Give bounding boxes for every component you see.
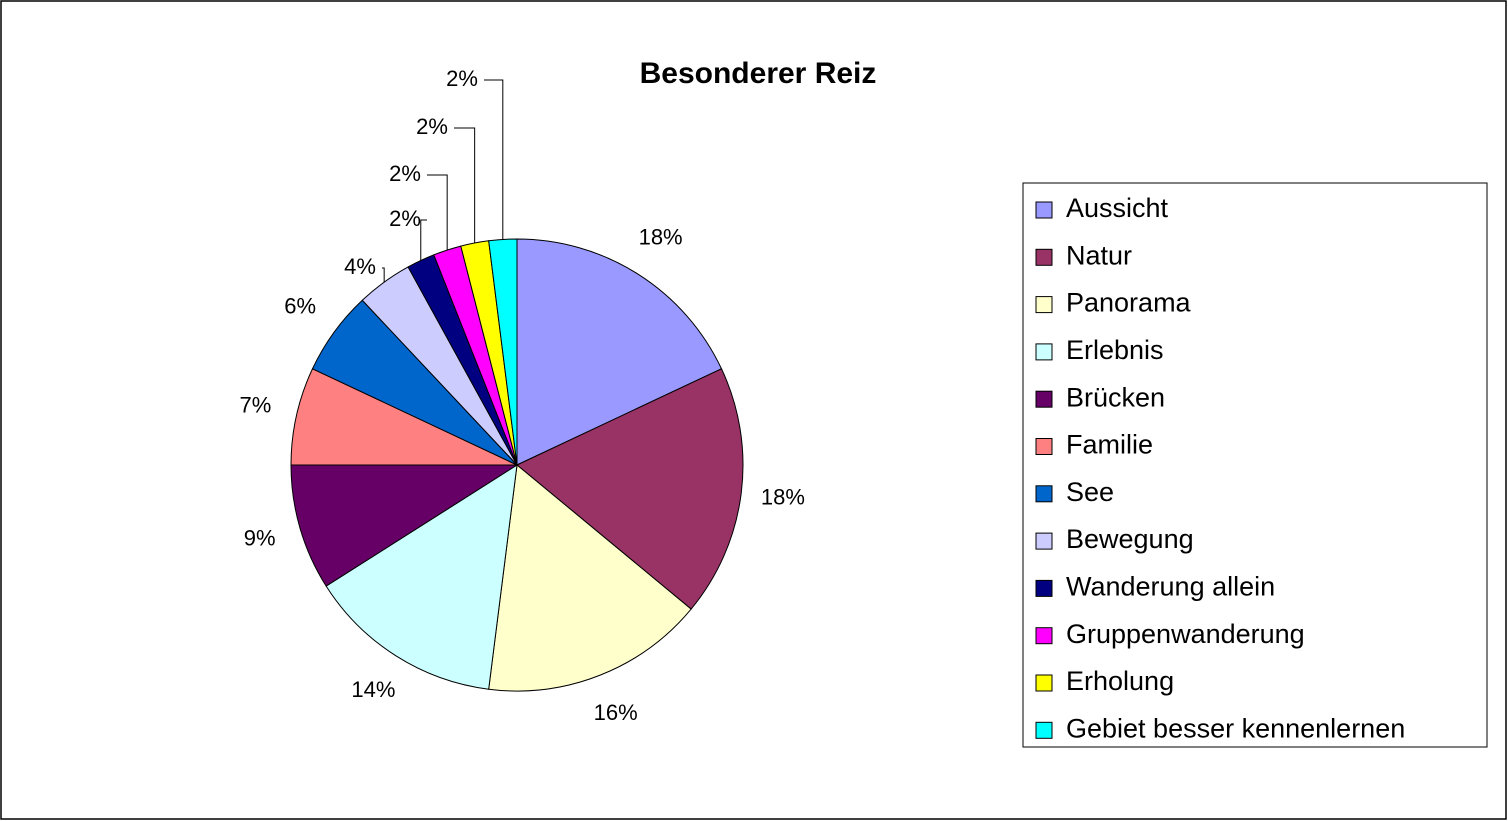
- legend-label: Erholung: [1066, 666, 1174, 696]
- legend-swatch: [1035, 674, 1053, 692]
- legend-swatch: [1035, 721, 1053, 739]
- legend-label: Wanderung allein: [1066, 572, 1275, 602]
- legend-swatch: [1035, 296, 1053, 314]
- leader-line: [382, 267, 385, 283]
- legend-label: Natur: [1066, 240, 1132, 270]
- legend-label: Bewegung: [1066, 524, 1194, 554]
- legend-label: Gruppenwanderung: [1066, 619, 1305, 649]
- data-label: 18%: [761, 484, 805, 509]
- legend-label: Gebiet besser kennenlernen: [1066, 713, 1405, 743]
- chart-title: Besonderer Reiz: [640, 57, 877, 90]
- legend-swatch: [1035, 627, 1053, 645]
- legend-swatch: [1035, 201, 1053, 219]
- legend-swatch: [1035, 343, 1053, 361]
- legend-label: See: [1066, 477, 1114, 507]
- pie-slice: [290, 464, 519, 587]
- leader-line: [420, 219, 427, 261]
- leader-line: [484, 79, 504, 240]
- legend-label: Erlebnis: [1066, 335, 1164, 365]
- legend-label: Familie: [1066, 430, 1153, 460]
- data-label: 2%: [446, 66, 478, 91]
- data-label: 18%: [639, 225, 683, 250]
- data-label: 2%: [389, 206, 421, 231]
- data-label: 4%: [344, 254, 376, 279]
- pie-slice: [516, 368, 744, 610]
- leader-line: [427, 174, 448, 251]
- data-label: 2%: [416, 114, 448, 139]
- data-label: 16%: [594, 700, 638, 725]
- pie-slice: [325, 464, 518, 690]
- legend-swatch: [1035, 438, 1053, 455]
- legend-swatch: [1035, 248, 1053, 266]
- pie-slice: [488, 464, 692, 692]
- data-label: 14%: [351, 677, 395, 702]
- data-label: 9%: [244, 526, 276, 551]
- legend-box: [1022, 182, 1488, 748]
- legend-swatch: [1035, 579, 1053, 597]
- legend-label: Brücken: [1066, 382, 1165, 412]
- legend-label: Aussicht: [1066, 193, 1169, 223]
- data-label: 6%: [284, 293, 316, 318]
- legend-swatch: [1035, 390, 1053, 408]
- pie-slice: [516, 238, 723, 466]
- legend-swatch: [1035, 485, 1053, 503]
- legend-label: Panorama: [1066, 288, 1192, 318]
- data-label: 7%: [240, 392, 272, 417]
- legend-swatch: [1035, 532, 1053, 550]
- leader-line: [454, 127, 476, 244]
- data-label: 2%: [389, 161, 421, 186]
